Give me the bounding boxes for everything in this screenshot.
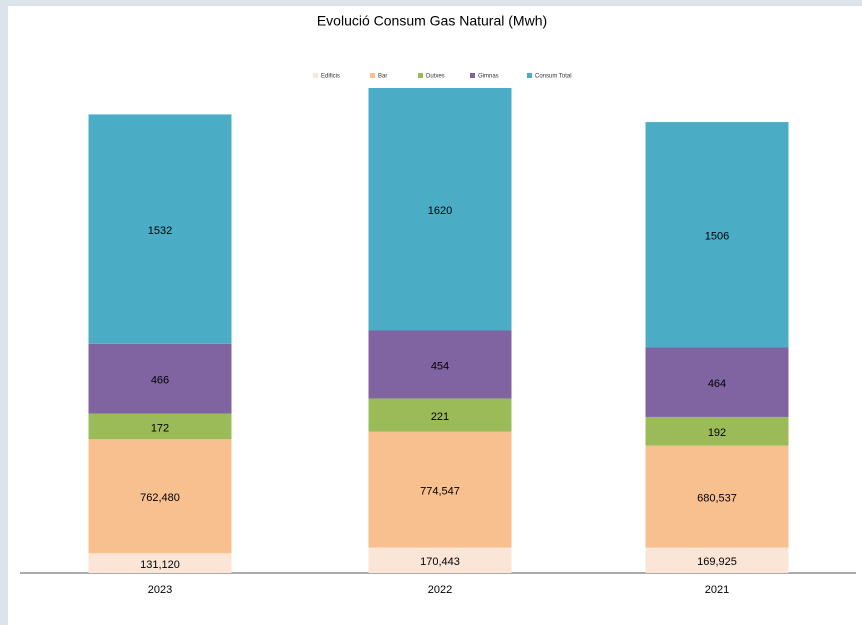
legend-label: Bar: [378, 74, 387, 80]
data-label: 172: [151, 422, 169, 434]
bar-segment: [88, 413, 232, 440]
bar-segment: [645, 122, 789, 348]
data-label: 466: [151, 375, 169, 387]
bar-segment: [88, 439, 232, 554]
legend-label: Edificis: [321, 74, 340, 80]
bar-segment: [645, 445, 789, 548]
legend-label: Dutxes: [426, 74, 445, 80]
bar-segment: [645, 547, 789, 573]
data-label: 454: [431, 360, 449, 372]
data-label: 680,537: [697, 493, 737, 505]
bar-segment: [88, 114, 232, 344]
x-tick-label: 2023: [148, 584, 172, 596]
legend-swatch: [418, 73, 423, 78]
legend-swatch: [313, 73, 318, 78]
bar-segment: [645, 416, 789, 446]
data-label: 1532: [148, 225, 172, 237]
bar-segment: [88, 553, 232, 573]
bar-segment: [368, 547, 512, 573]
x-tick-label: 2021: [705, 584, 729, 596]
legend-label: Gimnas: [478, 74, 499, 80]
bar-segment: [645, 347, 789, 417]
data-label: 131,120: [140, 559, 180, 571]
x-tick-label: 2022: [428, 584, 452, 596]
data-label: 221: [431, 411, 449, 423]
data-label: 169,925: [697, 556, 737, 568]
bar-segment: [368, 431, 512, 548]
bar-segment: [368, 398, 512, 432]
bar-segment: [368, 88, 512, 331]
legend-swatch: [370, 73, 375, 78]
legend-label: Consum Total: [535, 74, 572, 80]
bar-segment: [368, 330, 512, 399]
data-label: 192: [708, 427, 726, 439]
data-label: 464: [708, 378, 726, 390]
data-label: 762,480: [140, 492, 180, 504]
legend-swatch: [470, 73, 475, 78]
chart-title: Evolució Consum Gas Natural (Mwh): [317, 13, 547, 29]
data-label: 1620: [428, 205, 452, 217]
data-label: 774,547: [420, 485, 460, 497]
legend-swatch: [527, 73, 532, 78]
data-label: 170,443: [420, 556, 460, 568]
data-label: 1506: [705, 231, 729, 243]
bar-segment: [88, 343, 232, 414]
